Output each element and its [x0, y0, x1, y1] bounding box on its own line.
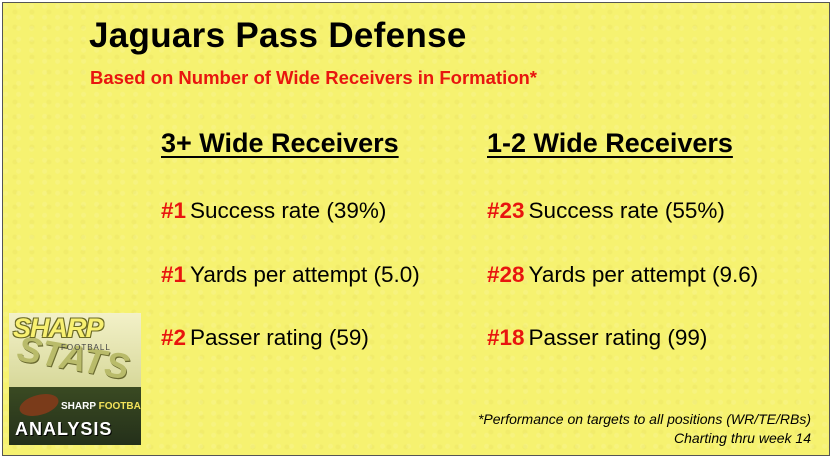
stat-row: #1 Yards per attempt (5.0) [161, 262, 420, 288]
column-heading-3plus-wr: 3+ Wide Receivers [161, 128, 399, 158]
page-title: Jaguars Pass Defense [89, 16, 467, 55]
stat-row: #18 Passer rating (99) [487, 325, 707, 351]
stat-label: Yards per attempt (9.6) [528, 262, 759, 287]
logo-sfa-sharp: SHARP [61, 401, 96, 412]
stat-label: Success rate (39%) [190, 198, 387, 223]
stat-row: #23 Success rate (55%) [487, 198, 725, 224]
stat-label: Yards per attempt (5.0) [190, 262, 420, 287]
stat-row: #1 Success rate (39%) [161, 198, 386, 224]
logo-sfa-football: FOOTBALL [98, 401, 141, 412]
logo-analysis-text: ANALYSIS [15, 419, 113, 439]
logo-sharp-text: SHARP [13, 313, 104, 343]
stat-rank: #18 [487, 325, 525, 350]
footnote-week: Charting thru week 14 [674, 430, 811, 446]
slide: Jaguars Pass Defense Based on Number of … [2, 2, 830, 456]
stat-rank: #1 [161, 198, 187, 223]
stat-rank: #23 [487, 198, 525, 223]
page-subtitle: Based on Number of Wide Receivers in For… [90, 67, 538, 88]
stat-row: #28 Yards per attempt (9.6) [487, 262, 758, 288]
stat-rank: #2 [161, 325, 187, 350]
stat-label: Passer rating (59) [190, 325, 369, 350]
logo-top-panel [9, 313, 141, 387]
stat-row: #2 Passer rating (59) [161, 325, 369, 351]
stat-rank: #1 [161, 262, 187, 287]
column-heading-1-2-wr: 1-2 Wide Receivers [487, 128, 733, 158]
logo-sfa-text: SHARP FOOTBALL [61, 401, 141, 412]
sharp-football-logo: STATS SHARP FOOTBALL SHARP FOOTBALL ANAL… [9, 313, 141, 445]
stat-rank: #28 [487, 262, 525, 287]
footnote-positions: *Performance on targets to all positions… [477, 411, 811, 427]
stat-label: Success rate (55%) [528, 198, 725, 223]
logo-football-text: FOOTBALL [61, 343, 111, 352]
stat-label: Passer rating (99) [528, 325, 708, 350]
